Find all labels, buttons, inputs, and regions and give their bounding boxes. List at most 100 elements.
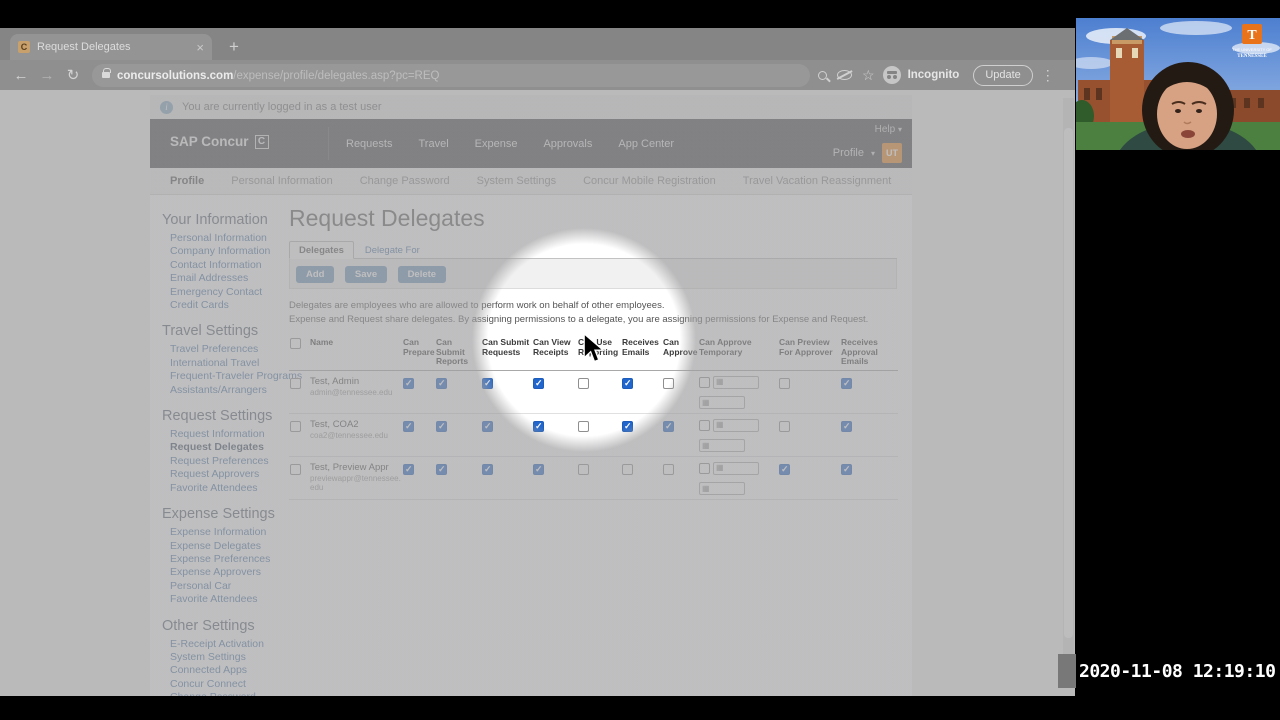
can-use-reporting-checkbox[interactable] (578, 420, 589, 432)
sidebar-item-personal-information[interactable]: Personal Information (170, 232, 267, 244)
scrollbar-thumb[interactable] (1064, 128, 1073, 638)
save-button[interactable]: Save (344, 266, 388, 283)
can-view-receipts-checkbox[interactable] (533, 463, 544, 475)
tab-delegates[interactable]: Delegates (289, 241, 354, 259)
subnav-item-profile[interactable]: Profile (170, 175, 205, 187)
subnav-item-travel-vacation-reassignment[interactable]: Travel Vacation Reassignment (742, 175, 892, 187)
calendar-icon[interactable]: ▦ (716, 420, 724, 429)
can-prepare-checkbox[interactable] (403, 463, 414, 475)
delete-button[interactable]: Delete (397, 266, 447, 283)
sidebar-item-international-travel[interactable]: International Travel (170, 356, 260, 369)
can-view-receipts-checkbox[interactable] (533, 420, 544, 432)
row-select-checkbox[interactable] (290, 377, 301, 389)
can-approve-temporary-checkbox[interactable] (699, 376, 710, 388)
sidebar-item-contact-information[interactable]: Contact Information (170, 258, 262, 271)
help-menu[interactable]: Help ▾ (874, 124, 902, 135)
sidebar-item-e-receipt-activation[interactable]: E-Receipt Activation (170, 637, 264, 650)
sidebar-item-emergency-contact[interactable]: Emergency Contact (170, 285, 263, 298)
receives-approval-emails-checkbox[interactable] (841, 420, 852, 432)
temp-start-date-field[interactable]: ▦ (713, 418, 759, 432)
back-icon[interactable]: ← (13, 66, 29, 84)
can-approve-temporary-checkbox[interactable] (699, 462, 710, 474)
sidebar-item-connected-apps[interactable]: Connected Apps (170, 664, 248, 677)
subnav-item-concur-mobile-registration[interactable]: Concur Mobile Registration (583, 175, 716, 187)
can-submit-requests-checkbox[interactable] (482, 377, 493, 389)
row-select-checkbox[interactable] (290, 463, 301, 475)
row-select-checkbox[interactable] (290, 420, 301, 432)
sidebar-item-expense-delegates[interactable]: Expense Delegates (170, 539, 262, 552)
receives-approval-emails-checkbox[interactable] (841, 377, 852, 389)
calendar-icon[interactable]: ▦ (702, 483, 710, 493)
can-submit-reports-checkbox[interactable] (436, 463, 447, 475)
receives-emails-checkbox[interactable] (622, 463, 633, 475)
sidebar-item-company-information[interactable]: Company Information (170, 245, 271, 258)
browser-tab[interactable]: C Request Delegates × (10, 34, 212, 60)
can-approve-checkbox[interactable] (663, 463, 674, 475)
address-bar[interactable]: concursolutions.com/expense/profile/dele… (92, 63, 810, 87)
nav-item-approvals[interactable]: Approvals (543, 137, 593, 150)
sidebar-item-request-delegates[interactable]: Request Delegates (170, 441, 264, 454)
can-submit-requests-checkbox[interactable] (482, 463, 493, 475)
can-approve-temporary-checkbox[interactable] (699, 419, 710, 431)
sidebar-item-frequent-traveler-programs[interactable]: Frequent-Traveler Programs (170, 370, 303, 383)
receives-approval-emails-checkbox[interactable] (841, 463, 852, 475)
subnav-item-change-password[interactable]: Change Password (359, 175, 450, 187)
temp-end-date-field[interactable]: ▦ (699, 396, 745, 409)
can-approve-checkbox[interactable] (663, 377, 674, 389)
temp-end-date-field[interactable]: ▦ (699, 482, 745, 495)
subnav-item-personal-information[interactable]: Personal Information (231, 175, 333, 187)
can-preview-for-approver-checkbox[interactable] (779, 377, 790, 389)
nav-item-expense[interactable]: Expense (474, 137, 518, 150)
update-button[interactable]: Update (973, 64, 1033, 86)
sidebar-item-favorite-attendees-expense[interactable]: Favorite Attendees (170, 593, 258, 606)
sidebar-item-concur-connect[interactable]: Concur Connect (170, 677, 246, 690)
eye-off-icon[interactable] (837, 70, 852, 80)
sidebar-item-assistants-arrangers[interactable]: Assistants/Arrangers (170, 383, 267, 396)
reload-icon[interactable]: ↻ (66, 67, 80, 84)
nav-item-travel[interactable]: Travel (418, 137, 449, 150)
select-all-checkbox[interactable] (290, 338, 301, 349)
can-view-receipts-checkbox[interactable] (533, 377, 544, 389)
can-approve-checkbox[interactable] (663, 420, 674, 432)
nav-item-app-center[interactable]: App Center (618, 137, 675, 150)
can-use-reporting-checkbox[interactable] (578, 377, 589, 389)
avatar[interactable]: UT (882, 143, 902, 163)
sidebar-item-personal-car[interactable]: Personal Car (170, 579, 232, 592)
calendar-icon[interactable]: ▦ (716, 377, 724, 386)
temp-start-date-field[interactable]: ▦ (713, 375, 759, 389)
can-submit-reports-checkbox[interactable] (436, 420, 447, 432)
sidebar-item-travel-preferences[interactable]: Travel Preferences (170, 343, 259, 356)
can-submit-requests-checkbox[interactable] (482, 420, 493, 432)
subnav-item-system-settings[interactable]: System Settings (476, 175, 557, 187)
tab-delegate-for[interactable]: Delegate For (364, 245, 420, 256)
sidebar-item-favorite-attendees-request[interactable]: Favorite Attendees (170, 481, 258, 494)
bookmark-star-icon[interactable]: ☆ (862, 67, 875, 83)
receives-emails-checkbox[interactable] (622, 420, 633, 432)
sidebar-item-expense-preferences[interactable]: Expense Preferences (170, 552, 271, 565)
tab-close-icon[interactable]: × (196, 39, 204, 55)
receives-emails-checkbox[interactable] (622, 377, 633, 389)
sidebar-item-change-password[interactable]: Change Password (162, 691, 289, 696)
forward-icon[interactable]: → (39, 66, 55, 84)
calendar-icon[interactable]: ▦ (702, 397, 710, 407)
calendar-icon[interactable]: ▦ (702, 440, 710, 450)
search-icon[interactable] (818, 70, 827, 80)
sidebar-item-expense-approvers[interactable]: Expense Approvers (170, 566, 262, 579)
profile-menu[interactable]: Profile ▾ UT (833, 143, 902, 163)
temp-start-date-field[interactable]: ▦ (713, 461, 759, 475)
sidebar-item-request-preferences[interactable]: Request Preferences (170, 454, 269, 467)
sidebar-item-request-information[interactable]: Request Information (170, 428, 265, 441)
nav-item-requests[interactable]: Requests (346, 137, 393, 150)
browser-menu-icon[interactable]: ⋮ (1040, 66, 1055, 83)
add-button[interactable]: Add (296, 266, 335, 283)
can-preview-for-approver-checkbox[interactable] (779, 420, 790, 432)
sidebar-item-system-settings[interactable]: System Settings (170, 650, 246, 663)
temp-end-date-field[interactable]: ▦ (699, 439, 745, 452)
can-prepare-checkbox[interactable] (403, 377, 414, 389)
sidebar-item-email-addresses[interactable]: Email Addresses (170, 272, 249, 285)
sidebar-item-expense-information[interactable]: Expense Information (170, 526, 267, 539)
page-scrollbar[interactable] (1063, 98, 1074, 688)
can-submit-reports-checkbox[interactable] (436, 377, 447, 389)
sidebar-item-credit-cards[interactable]: Credit Cards (170, 299, 229, 312)
calendar-icon[interactable]: ▦ (716, 463, 724, 472)
